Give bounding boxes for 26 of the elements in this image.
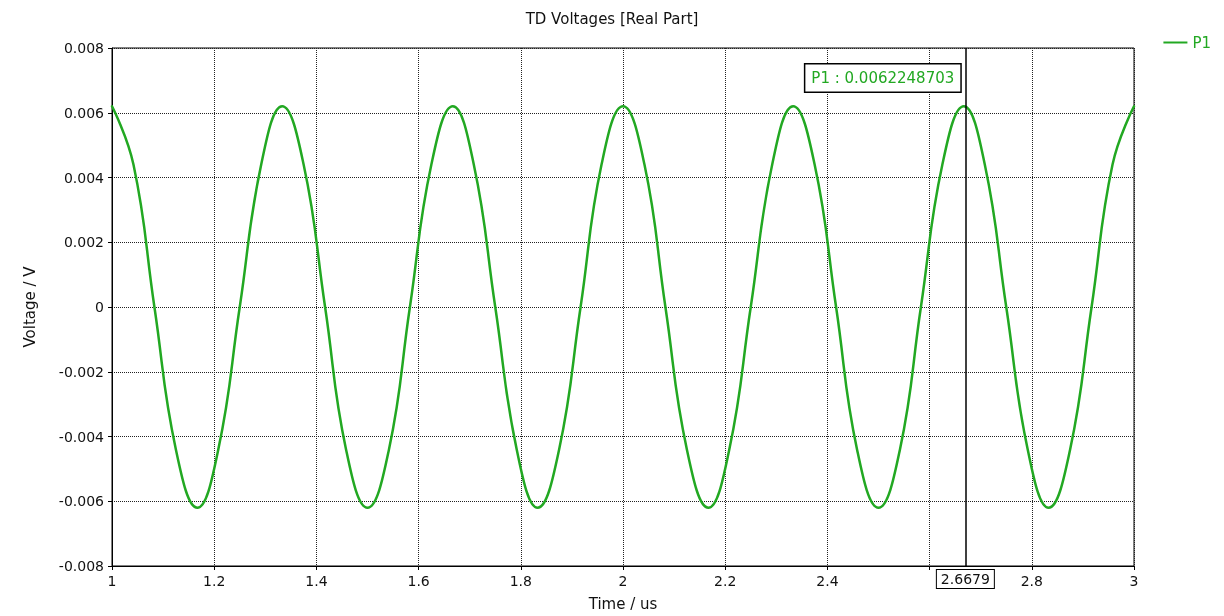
y-tick-label: -0.008 [58,558,104,574]
x-tick-label: 3 [1129,573,1139,589]
annotation: P1 : 0.0062248703 [811,68,955,87]
y-tick-label: 0.004 [63,169,105,186]
x-tick-label: 1.2 [203,573,226,589]
x-tick-label: 1.4 [305,573,328,589]
y-tick-label: 0.008 [63,40,104,56]
ref-line-label: 2.6679 [940,571,990,587]
legend-label: P1 [1192,33,1211,52]
x-tick-label: 2.2 [714,573,737,589]
x-tick-label: 2.4 [816,573,839,589]
chart-title: TD Voltages [Real Part] [524,9,699,28]
y-tick-label: 0 [95,299,104,315]
y-tick-label: 0.006 [63,104,105,121]
y-tick-label: 0.002 [63,234,104,251]
x-tick-label: 2 [618,573,628,589]
y-axis-title: Voltage / V [20,265,39,348]
line-series [110,105,1136,509]
x-tick-label: 1 [107,573,117,589]
y-tick-label: -0.004 [58,428,105,445]
x-axis-title: Time / us [587,594,658,613]
x-tick-label: 1.8 [509,573,532,589]
x-tick-label: 1.6 [407,573,430,589]
y-tick-label: -0.002 [58,363,104,380]
y-tick-label: -0.006 [58,493,105,510]
x-tick-label: 2.8 [1020,573,1043,589]
